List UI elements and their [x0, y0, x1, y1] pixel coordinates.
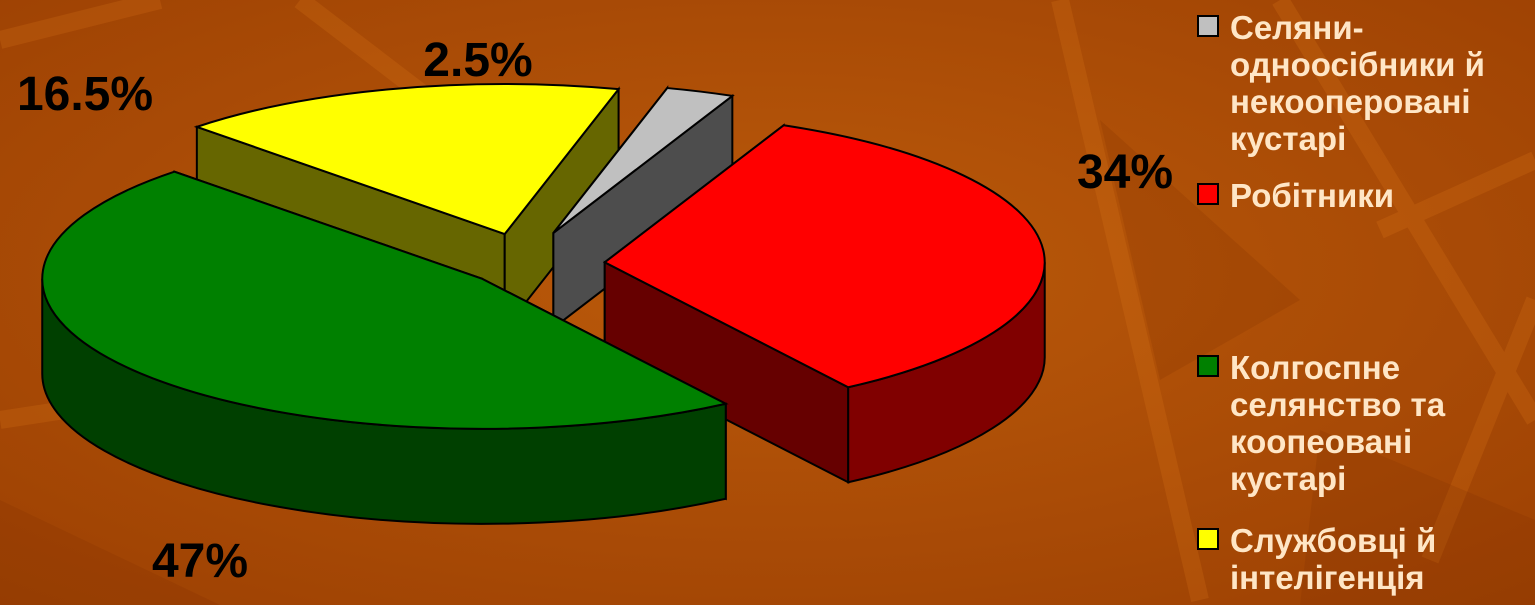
legend-text: коопеовані [1230, 423, 1412, 460]
data-label-3: 47% [152, 535, 248, 588]
legend-text: одноосібники й [1230, 46, 1485, 83]
legend-text: інтелігенція [1230, 559, 1425, 596]
slice-3-side [41, 170, 729, 525]
legend-entry-2: Робітники [1197, 177, 1394, 214]
pie-sides [41, 83, 1046, 525]
data-labels: 2.5% 34% 47% 16.5% [17, 34, 1173, 588]
slice-3-top [41, 170, 729, 430]
legend-text: Робітники [1230, 177, 1394, 214]
data-label-2: 34% [1077, 146, 1173, 199]
slice-4-top [193, 83, 621, 236]
legend-text: Селяни- [1230, 9, 1364, 46]
legend-text: Службовці й [1230, 522, 1436, 559]
legend-text: Колгоспне [1230, 349, 1400, 386]
legend-entry-1: Селяни-одноосібники йнекооперованікустар… [1197, 9, 1485, 157]
legend-text: кустарі [1230, 460, 1346, 497]
data-label-1: 2.5% [423, 34, 532, 87]
data-label-4: 16.5% [17, 68, 153, 121]
legend: Селяни-одноосібники йнекооперованікустар… [1197, 9, 1485, 596]
legend-swatch [1197, 528, 1219, 550]
slice-1-top [552, 87, 735, 234]
legend-text: кустарі [1230, 120, 1346, 157]
legend-swatch [1197, 15, 1219, 37]
legend-swatch [1197, 183, 1219, 205]
legend-swatch [1197, 355, 1219, 377]
slice-1-side [552, 85, 735, 331]
slice-2-side [602, 123, 1046, 484]
legend-text: некооперовані [1230, 83, 1471, 120]
legend-text: селянство та [1230, 386, 1446, 423]
slice-2-top [602, 124, 1046, 389]
